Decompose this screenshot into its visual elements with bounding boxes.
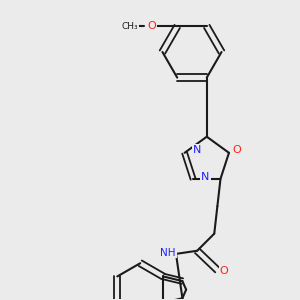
- Text: NH: NH: [160, 248, 176, 258]
- Text: O: O: [220, 266, 229, 276]
- Text: CH₃: CH₃: [122, 22, 138, 31]
- Text: O: O: [232, 145, 241, 155]
- Text: N: N: [193, 145, 201, 155]
- Text: N: N: [201, 172, 210, 182]
- Text: O: O: [147, 21, 156, 32]
